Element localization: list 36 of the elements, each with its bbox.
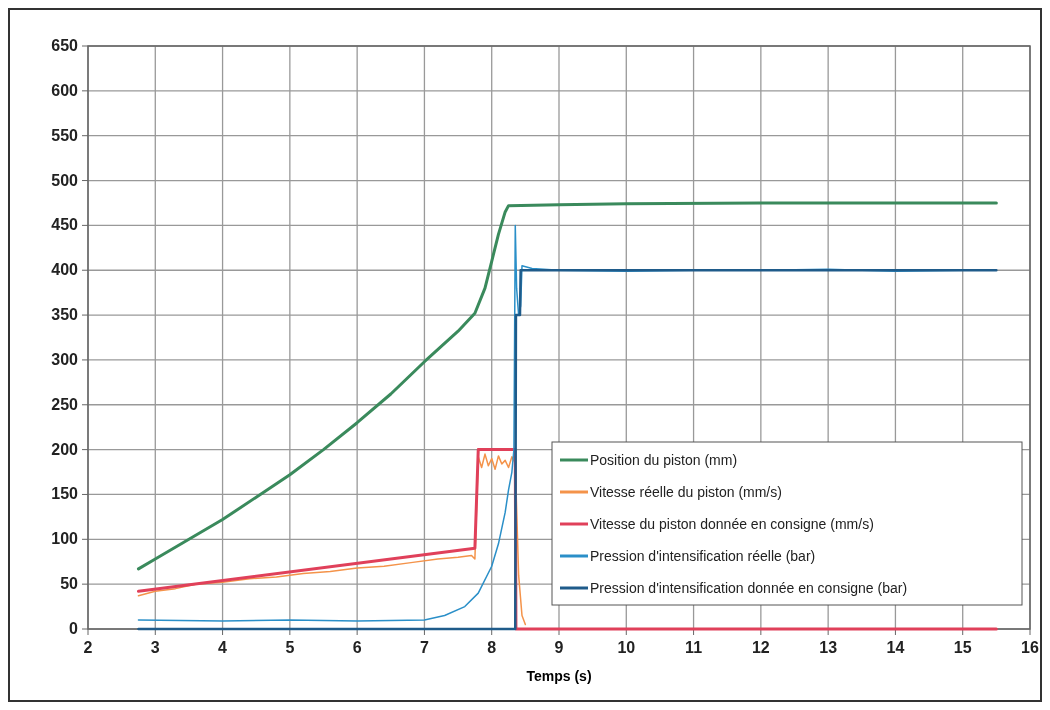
x-axis-title: Temps (s) [526, 668, 592, 684]
x-tick-label: 14 [886, 639, 905, 656]
x-tick-label: 7 [419, 639, 429, 656]
y-tick-label: 50 [60, 575, 79, 593]
y-tick-label: 500 [51, 171, 79, 189]
y-tick-label: 650 [51, 37, 79, 54]
x-tick-label: 6 [352, 639, 362, 656]
line-series [136, 201, 998, 571]
y-tick-label: 100 [51, 530, 79, 548]
legend-label: Pression d'intensification réelle (bar) [590, 548, 816, 564]
x-tick-label: 4 [218, 639, 228, 656]
legend-label: Vitesse du piston donnée en consigne (mm/s) [590, 516, 874, 532]
legend-label: Vitesse réelle du piston (mm/s) [590, 484, 782, 500]
y-tick-label: 200 [51, 440, 79, 458]
y-tick-label: 400 [51, 261, 79, 279]
y-tick-label: 550 [51, 126, 79, 144]
x-tick-label: 2 [83, 639, 93, 656]
x-tick-label: 12 [751, 639, 770, 656]
x-tick-label: 15 [953, 639, 972, 656]
x-tick-label: 3 [150, 639, 160, 656]
x-tick-label: 13 [819, 639, 838, 656]
y-tick-label: 250 [51, 395, 79, 413]
x-tick-label: 9 [554, 639, 564, 656]
x-tick-label: 16 [1021, 639, 1039, 656]
y-tick-label: 350 [51, 306, 79, 324]
y-tick-label: 600 [51, 81, 79, 99]
y-tick-label: 0 [69, 620, 79, 637]
legend-label: Position du piston (mm) [590, 452, 738, 468]
x-tick-label: 5 [285, 639, 295, 656]
y-tick-label: 150 [51, 485, 79, 503]
y-tick-label: 450 [51, 216, 79, 234]
x-tick-label: 10 [617, 639, 636, 656]
legend-label: Pression d'intensification donnée en consigne (bar) [590, 580, 908, 596]
x-tick-label: 11 [685, 639, 703, 656]
y-tick-label: 300 [51, 350, 79, 368]
x-tick-label: 8 [487, 639, 497, 656]
